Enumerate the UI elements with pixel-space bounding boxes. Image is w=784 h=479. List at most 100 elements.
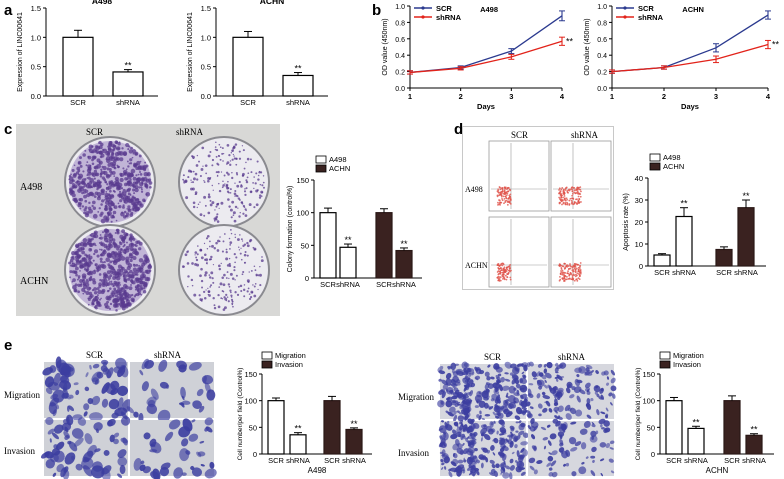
cell-blob bbox=[185, 450, 191, 455]
colony-dot bbox=[238, 249, 241, 251]
colony-dot bbox=[110, 282, 114, 286]
y-tick-label: 10 bbox=[635, 240, 643, 249]
colony-dot bbox=[104, 302, 109, 307]
legend-label: ACHN bbox=[663, 162, 684, 171]
cell-blob bbox=[87, 444, 97, 457]
colony-dot bbox=[258, 196, 262, 199]
event-dot bbox=[499, 273, 502, 275]
colony-dot bbox=[96, 181, 101, 186]
colony-dot bbox=[110, 214, 114, 219]
cell-blob bbox=[509, 412, 513, 415]
colony-dot bbox=[98, 207, 101, 210]
cell-blob bbox=[75, 463, 83, 471]
colony-dot bbox=[99, 234, 102, 236]
plot-frame bbox=[488, 216, 550, 288]
colony-dot bbox=[203, 181, 206, 183]
colony-dot bbox=[237, 285, 240, 288]
y-tick-label: 0.6 bbox=[597, 37, 607, 44]
colony-dot bbox=[222, 184, 225, 187]
colony-dot bbox=[117, 250, 122, 254]
x-tick-label: 3 bbox=[509, 92, 513, 101]
colony-dot bbox=[111, 290, 114, 293]
event-dot bbox=[561, 187, 564, 189]
colony-dot bbox=[88, 291, 93, 296]
x-tick-label: SCR bbox=[324, 456, 340, 465]
colony-dot bbox=[130, 146, 133, 150]
event-dot bbox=[504, 201, 507, 204]
colony-dot bbox=[108, 281, 111, 283]
cell-blob bbox=[571, 471, 577, 477]
colony-dot bbox=[99, 155, 103, 159]
colony-dot bbox=[218, 286, 221, 288]
colony-dot bbox=[138, 247, 142, 251]
cell-blob bbox=[464, 382, 471, 389]
cell-blob bbox=[121, 416, 131, 426]
colony-dot bbox=[132, 188, 136, 192]
cell-blob bbox=[509, 425, 515, 430]
colony-dot bbox=[221, 290, 224, 293]
colony-dot bbox=[224, 297, 228, 301]
cell-blob bbox=[576, 374, 580, 378]
cell-blob bbox=[520, 447, 525, 453]
colony-dot bbox=[106, 289, 110, 293]
cell-blob bbox=[521, 371, 525, 375]
colony-dot bbox=[81, 273, 87, 278]
colony-dot bbox=[94, 244, 97, 247]
colony-dot bbox=[76, 166, 81, 171]
colony-dot bbox=[109, 260, 113, 264]
colony-dot bbox=[190, 181, 192, 183]
colony-dot bbox=[225, 171, 229, 174]
colony-dot bbox=[240, 184, 243, 186]
bar bbox=[675, 215, 693, 267]
cell-blob bbox=[548, 385, 552, 392]
colony-dot bbox=[139, 173, 143, 176]
colony-dot bbox=[83, 194, 87, 199]
y-tick-label: 1.0 bbox=[31, 33, 41, 42]
colony-dot bbox=[221, 276, 224, 280]
colony-dot bbox=[86, 286, 91, 291]
event-dot bbox=[560, 196, 563, 199]
colony-dot bbox=[184, 253, 188, 257]
flow-plot bbox=[488, 140, 550, 212]
event-dot bbox=[565, 275, 568, 278]
cell-blob bbox=[482, 447, 488, 453]
colony-dot bbox=[75, 253, 78, 256]
colony-dot bbox=[231, 303, 233, 306]
colony-dot bbox=[135, 263, 139, 267]
colony-dot bbox=[130, 168, 136, 174]
cell-blob bbox=[49, 365, 57, 373]
x-tick-label: shRNA bbox=[734, 268, 758, 277]
y-tick-label: 0.6 bbox=[395, 37, 405, 44]
colony-dot bbox=[200, 256, 204, 260]
colony-dot bbox=[245, 209, 247, 212]
legend-marker bbox=[623, 15, 627, 19]
colony-dot bbox=[187, 275, 190, 278]
colony-dot bbox=[246, 241, 249, 245]
colony-dot bbox=[113, 289, 118, 295]
colony-dot bbox=[218, 207, 220, 209]
cell-blob bbox=[178, 402, 185, 406]
colony-dot bbox=[128, 274, 133, 279]
event-dot bbox=[567, 278, 570, 280]
colony-dot bbox=[136, 160, 141, 166]
significance-label: ** bbox=[294, 64, 302, 74]
cell-blob bbox=[68, 441, 78, 452]
colony-dot bbox=[137, 165, 142, 170]
y-tick-label: 50 bbox=[301, 241, 309, 250]
colony-dot bbox=[213, 247, 216, 250]
colony-dot bbox=[125, 168, 128, 171]
colony-dot bbox=[116, 284, 120, 288]
cell-blob bbox=[497, 391, 499, 396]
cell-blob bbox=[117, 385, 129, 396]
cell-blob bbox=[490, 445, 495, 451]
colony-dot bbox=[93, 234, 99, 239]
cell-blob bbox=[502, 472, 510, 479]
colony-dot bbox=[246, 254, 249, 257]
colony-dot bbox=[102, 165, 107, 171]
colony-dot bbox=[234, 190, 237, 193]
colony-dot bbox=[149, 185, 152, 189]
colony-dot bbox=[243, 190, 247, 193]
cell-blob bbox=[542, 407, 548, 413]
cell-blob bbox=[47, 428, 55, 435]
